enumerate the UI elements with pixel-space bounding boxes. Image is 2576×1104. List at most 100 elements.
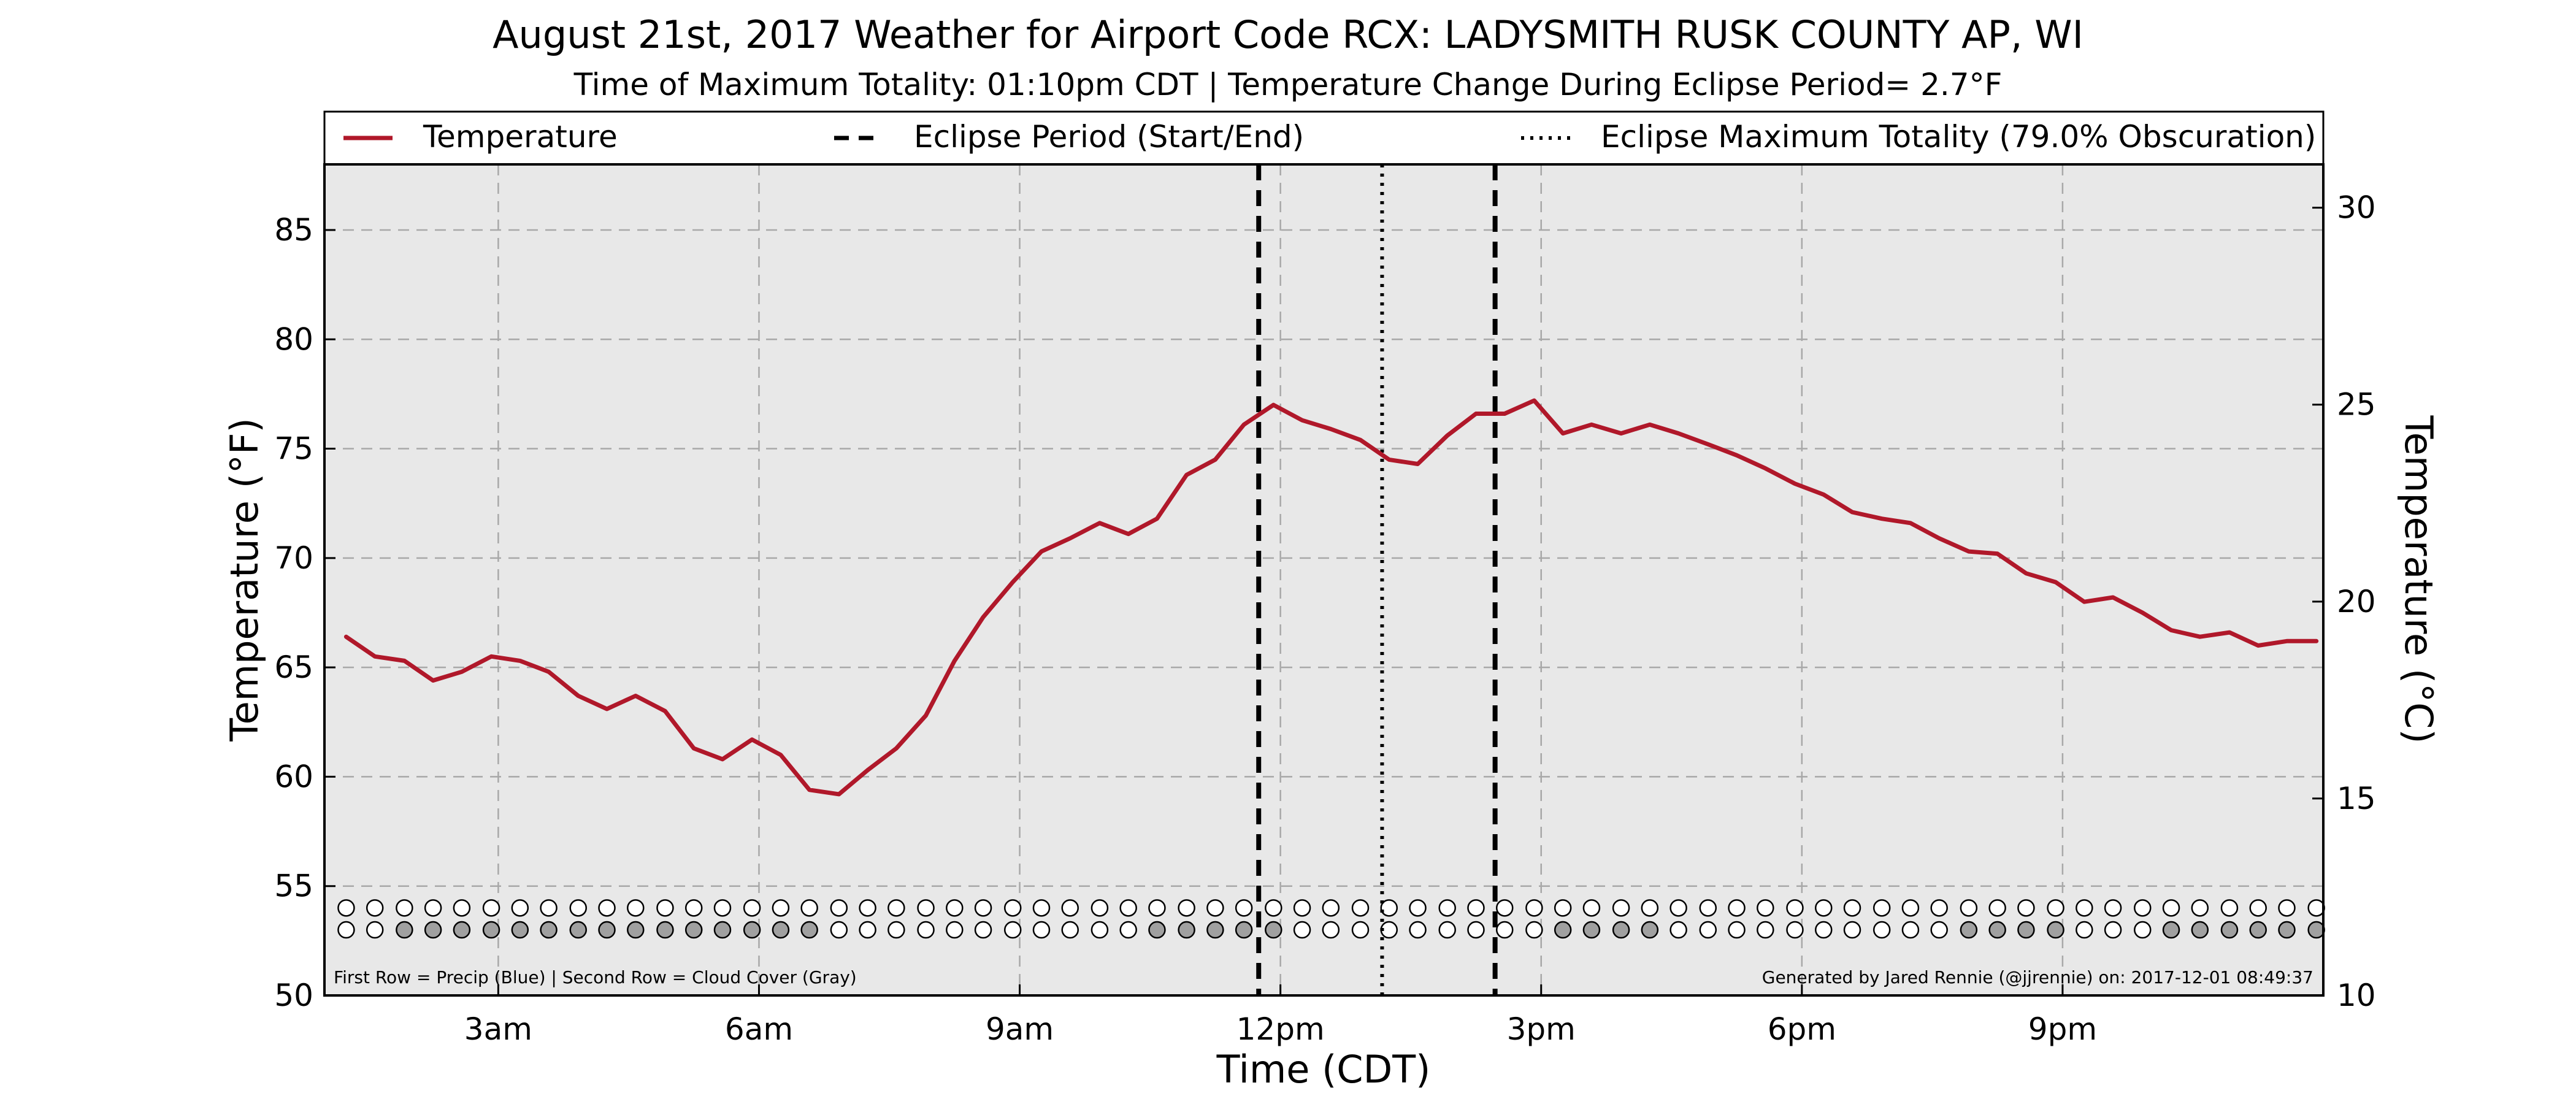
cloud-cover-marker bbox=[2249, 921, 2267, 939]
y-right-tick-label: 15 bbox=[2337, 781, 2376, 816]
precip-marker bbox=[396, 899, 413, 917]
cloud-cover-marker bbox=[424, 921, 442, 939]
cloud-cover-marker bbox=[1119, 921, 1137, 939]
cloud-cover-marker bbox=[1235, 921, 1253, 939]
cloud-cover-marker bbox=[2278, 921, 2296, 939]
y-tick-label: 85 bbox=[274, 212, 313, 248]
precip-marker bbox=[1178, 899, 1195, 917]
precip-marker bbox=[627, 899, 645, 917]
precip-marker bbox=[482, 899, 500, 917]
precip-marker bbox=[1901, 899, 1920, 917]
legend-temperature-label: Temperature bbox=[423, 119, 618, 155]
legend-eclipse-period-label: Eclipse Period (Start/End) bbox=[914, 119, 1304, 155]
temperature-series bbox=[343, 398, 2319, 797]
cloud-cover-marker bbox=[2191, 921, 2209, 939]
cloud-cover-marker bbox=[569, 921, 588, 939]
cloud-cover-marker bbox=[337, 921, 355, 939]
cloud-cover-marker bbox=[1728, 921, 1746, 939]
precip-marker bbox=[453, 899, 471, 917]
precip-marker bbox=[2047, 899, 2064, 917]
precip-marker bbox=[2307, 899, 2325, 917]
footnote-left: First Row = Precip (Blue) | Second Row =… bbox=[334, 967, 857, 987]
precip-marker bbox=[1293, 899, 1311, 917]
cloud-cover-marker bbox=[1003, 921, 1022, 939]
cloud-cover-marker bbox=[1148, 921, 1166, 939]
precip-marker bbox=[598, 899, 616, 917]
cloud-cover-marker bbox=[1873, 921, 1891, 939]
axis-ticks: 50 55 60 65 70 75 80 85 3am 6am 9am 12pm 3pm 6pm 9pm 10… bbox=[274, 190, 2375, 1047]
footnote-right: Generated by Jared Rennie (@jjrennie) on… bbox=[1762, 967, 2313, 987]
grid-lines bbox=[324, 164, 2323, 995]
precip-marker bbox=[2162, 899, 2180, 917]
y-tick-label: 60 bbox=[274, 759, 313, 794]
cloud-cover-marker bbox=[2104, 921, 2122, 939]
precip-marker bbox=[1467, 899, 1485, 917]
precip-marker bbox=[974, 899, 992, 917]
x-axis-label: Time (CDT) bbox=[1216, 1047, 1431, 1092]
cloud-cover-marker bbox=[1815, 921, 1833, 939]
y-axis-label-left: Temperature (°F) bbox=[222, 418, 267, 742]
cloud-cover-marker bbox=[366, 921, 384, 939]
cloud-cover-marker bbox=[1988, 921, 2006, 939]
y-right-tick-label: 20 bbox=[2337, 584, 2376, 619]
precip-marker bbox=[2249, 899, 2267, 917]
precip-marker bbox=[2104, 899, 2122, 917]
precip-marker bbox=[2220, 899, 2239, 917]
cloud-cover-marker bbox=[2220, 921, 2239, 939]
plot-frame bbox=[323, 163, 2325, 997]
cloud-cover-marker bbox=[453, 921, 471, 939]
precip-marker bbox=[2191, 899, 2209, 917]
precip-marker bbox=[424, 899, 442, 917]
cloud-cover-marker bbox=[1178, 921, 1195, 939]
cloud-cover-marker bbox=[1960, 921, 1978, 939]
x-tick-label: 3am bbox=[464, 1011, 532, 1047]
cloud-cover-marker bbox=[859, 921, 876, 939]
cloud-cover-marker bbox=[627, 921, 645, 939]
precip-marker bbox=[859, 899, 876, 917]
precip-marker bbox=[743, 899, 761, 917]
cloud-cover-marker bbox=[684, 921, 703, 939]
precip-marker bbox=[2278, 899, 2296, 917]
precip-marker bbox=[946, 899, 964, 917]
y-tick-label: 75 bbox=[274, 431, 313, 467]
cloud-cover-marker bbox=[2017, 921, 2035, 939]
eclipse-lines bbox=[1256, 164, 1498, 995]
cloud-cover-marker bbox=[1757, 921, 1774, 939]
precip-marker bbox=[887, 899, 905, 917]
x-tick-label: 6pm bbox=[1768, 1011, 1836, 1047]
y-right-tick-label: 30 bbox=[2337, 190, 2376, 226]
precip-marker bbox=[337, 899, 355, 917]
x-tick-label: 6am bbox=[725, 1011, 793, 1047]
cloud-cover-marker bbox=[511, 921, 529, 939]
cloud-cover-marker bbox=[1438, 921, 1456, 939]
cloud-cover-marker bbox=[1641, 921, 1659, 939]
cloud-cover-marker bbox=[1495, 921, 1514, 939]
precip-marker bbox=[511, 899, 529, 917]
precip-marker bbox=[1119, 899, 1137, 917]
legend-eclipse-max-label: Eclipse Maximum Totality (79.0% Obscurat… bbox=[1601, 119, 2316, 155]
precip-marker bbox=[569, 899, 588, 917]
cloud-cover-marker bbox=[1699, 921, 1717, 939]
y-tick-label: 65 bbox=[274, 650, 313, 685]
precip-marker bbox=[1815, 899, 1833, 917]
cloud-cover-marker bbox=[830, 921, 848, 939]
precip-marker bbox=[1554, 899, 1572, 917]
x-tick-label: 9am bbox=[986, 1011, 1054, 1047]
y-right-tick-label: 25 bbox=[2337, 387, 2376, 423]
cloud-cover-marker bbox=[713, 921, 732, 939]
cloud-cover-marker bbox=[743, 921, 761, 939]
precip-marker bbox=[540, 899, 558, 917]
cloud-cover-marker bbox=[1901, 921, 1920, 939]
precip-marker bbox=[1699, 899, 1717, 917]
precip-marker bbox=[1032, 899, 1051, 917]
precip-cloud-markers bbox=[337, 899, 2325, 939]
cloud-cover-marker bbox=[1843, 921, 1861, 939]
precip-marker bbox=[1757, 899, 1774, 917]
cloud-cover-marker bbox=[1612, 921, 1630, 939]
precip-marker bbox=[1960, 899, 1978, 917]
cloud-cover-marker bbox=[1206, 921, 1224, 939]
precip-marker bbox=[1641, 899, 1659, 917]
cloud-cover-marker bbox=[1091, 921, 1109, 939]
precip-marker bbox=[1206, 899, 1224, 917]
